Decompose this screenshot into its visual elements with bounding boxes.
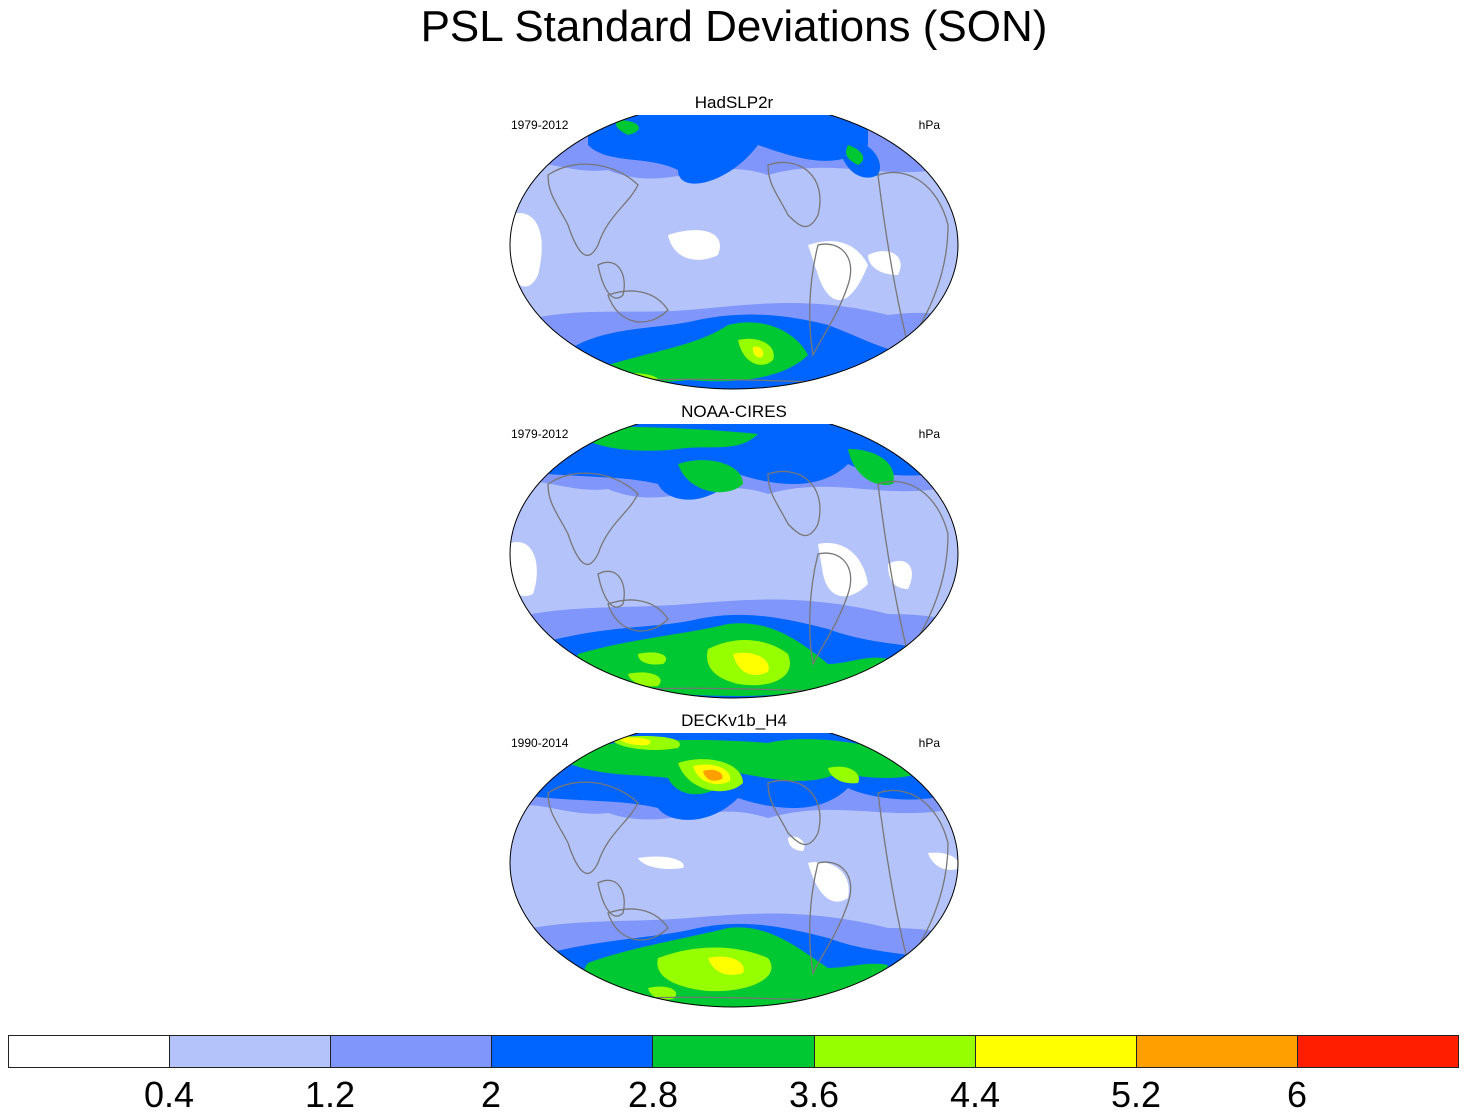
map-panel-hadslp2r: HadSLP2r 1979-2012 hPa bbox=[508, 93, 960, 415]
panel-title: DECKv1b_H4 bbox=[681, 711, 787, 730]
colorbar-swatch bbox=[975, 1036, 1137, 1067]
panel-period: 1979-2012 bbox=[511, 118, 569, 132]
panel-period: 1990-2014 bbox=[511, 736, 569, 750]
colorbar-swatch bbox=[1136, 1036, 1298, 1067]
psl-map-noaa-cires bbox=[509, 424, 959, 699]
panel-units: hPa bbox=[918, 736, 940, 750]
panel-units: hPa bbox=[918, 427, 940, 441]
figure-title: PSL Standard Deviations (SON) bbox=[420, 2, 1048, 51]
panel-units: hPa bbox=[918, 118, 940, 132]
panel-period: 1979-2012 bbox=[511, 427, 569, 441]
colorbar-tick-label: 0.4 bbox=[143, 1074, 195, 1115]
map-panel-deckv1b-h4: DECKv1b_H4 1990-2014 hPa bbox=[508, 711, 960, 1033]
colorbar-swatch bbox=[653, 1036, 815, 1067]
panel-title: HadSLP2r bbox=[694, 93, 774, 112]
colorbar-tick-label: 4.4 bbox=[949, 1074, 1001, 1115]
colorbar-swatch bbox=[1297, 1036, 1458, 1067]
colorbar-tick-label: 3.6 bbox=[788, 1074, 840, 1115]
colorbar bbox=[8, 1035, 1459, 1068]
colorbar-swatch bbox=[9, 1036, 171, 1067]
colorbar-tick-label: 5.2 bbox=[1110, 1074, 1162, 1115]
colorbar-swatch bbox=[492, 1036, 654, 1067]
panel-title: NOAA-CIRES bbox=[681, 402, 787, 421]
colorbar-swatch bbox=[170, 1036, 332, 1067]
psl-map-deckv1b-h4 bbox=[509, 733, 959, 1008]
psl-map-hadslp2r bbox=[509, 115, 959, 390]
colorbar-tick-label: 1.2 bbox=[304, 1074, 356, 1115]
colorbar-swatch bbox=[814, 1036, 976, 1067]
colorbar-swatch bbox=[331, 1036, 493, 1067]
colorbar-tick-label: 2 bbox=[480, 1074, 502, 1115]
colorbar-tick-label: 6 bbox=[1286, 1074, 1308, 1115]
colorbar-tick-label: 2.8 bbox=[627, 1074, 679, 1115]
map-panel-noaa-cires: NOAA-CIRES 1979-2012 hPa bbox=[508, 402, 960, 724]
